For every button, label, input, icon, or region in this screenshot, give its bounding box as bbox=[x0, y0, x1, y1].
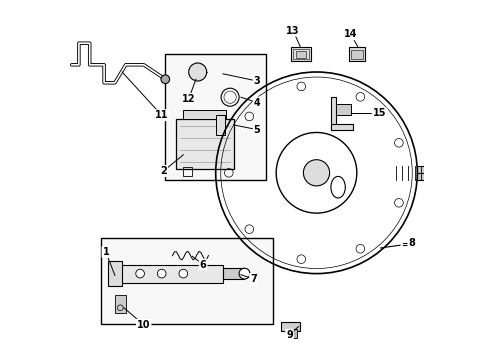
Text: 9: 9 bbox=[285, 330, 292, 340]
Bar bbox=[295, 51, 305, 58]
Circle shape bbox=[136, 269, 144, 278]
Bar bbox=[183, 110, 226, 119]
Bar bbox=[101, 238, 273, 324]
Bar bbox=[165, 54, 265, 180]
Bar bbox=[223, 268, 244, 279]
Circle shape bbox=[303, 160, 329, 186]
Text: 4: 4 bbox=[253, 98, 260, 108]
Circle shape bbox=[239, 268, 249, 279]
Text: 2: 2 bbox=[160, 166, 166, 176]
Bar bbox=[336, 104, 350, 115]
Bar bbox=[416, 166, 431, 180]
Text: 1: 1 bbox=[102, 247, 109, 257]
Bar bbox=[330, 97, 336, 130]
Text: 5: 5 bbox=[253, 125, 260, 135]
Text: 12: 12 bbox=[182, 94, 195, 104]
Bar bbox=[280, 322, 300, 331]
Text: 8: 8 bbox=[407, 238, 414, 248]
Bar bbox=[330, 124, 352, 130]
Bar bbox=[348, 47, 365, 61]
Circle shape bbox=[161, 75, 169, 84]
Bar bbox=[292, 49, 309, 59]
Bar bbox=[289, 329, 296, 338]
Bar bbox=[107, 261, 122, 286]
Text: 11: 11 bbox=[155, 110, 168, 120]
Circle shape bbox=[188, 63, 206, 81]
Text: 6: 6 bbox=[199, 260, 206, 270]
Bar bbox=[350, 50, 363, 59]
Text: 13: 13 bbox=[286, 26, 299, 36]
Text: 14: 14 bbox=[343, 29, 357, 39]
Circle shape bbox=[179, 269, 187, 278]
Bar bbox=[115, 265, 223, 283]
Text: 3: 3 bbox=[253, 76, 260, 86]
Text: 10: 10 bbox=[137, 320, 150, 330]
Text: 15: 15 bbox=[372, 108, 386, 118]
Bar bbox=[215, 115, 224, 135]
Bar bbox=[115, 295, 125, 313]
Bar bbox=[183, 167, 192, 176]
Bar bbox=[291, 47, 310, 61]
Text: 7: 7 bbox=[250, 274, 256, 284]
Circle shape bbox=[157, 269, 166, 278]
Bar bbox=[176, 119, 233, 169]
